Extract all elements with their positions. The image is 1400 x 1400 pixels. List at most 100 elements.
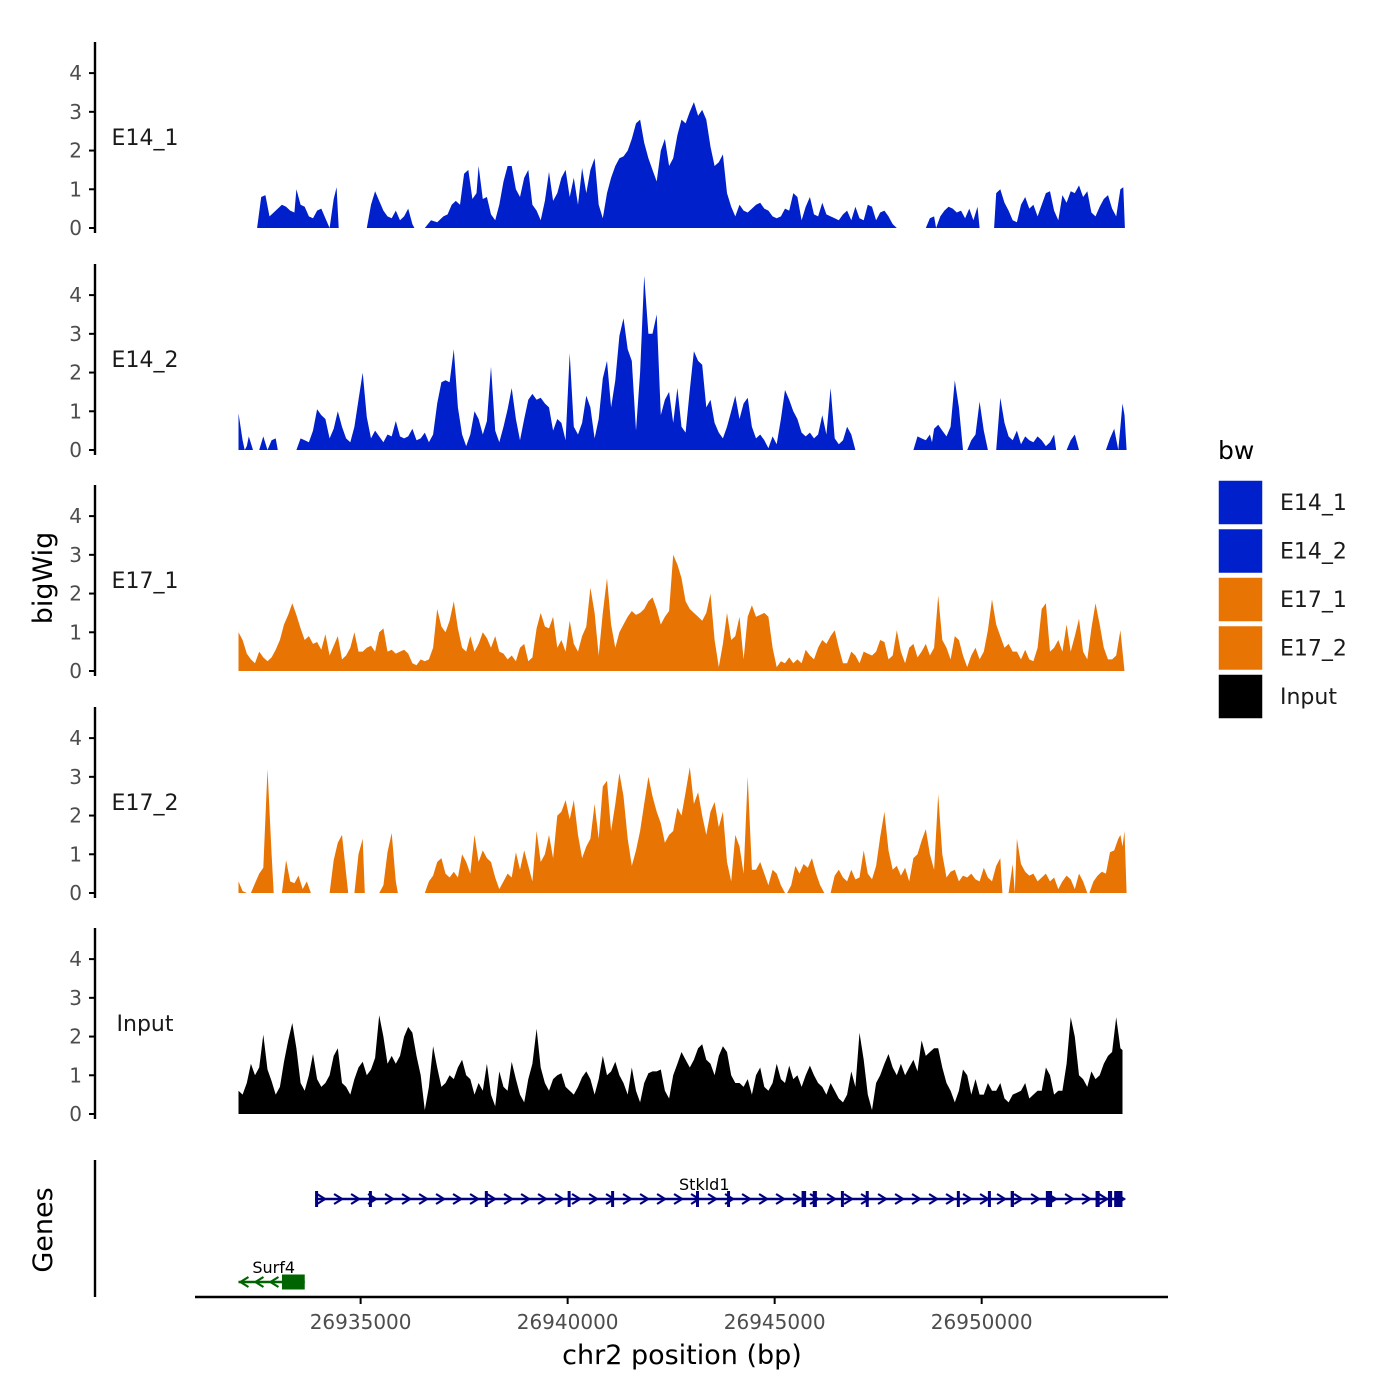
genes-axis-title: Genes <box>28 1187 59 1272</box>
gene-panel: Stkld1 Surf4 <box>93 1160 1127 1297</box>
strand-arrow <box>588 1193 600 1205</box>
y-tick-label: 2 <box>69 139 82 163</box>
strand-arrow <box>639 1193 651 1205</box>
strand-arrow <box>758 1193 770 1205</box>
strand-arrow <box>435 1193 447 1205</box>
strand-arrow <box>537 1193 549 1205</box>
strand-arrow <box>1098 1193 1110 1205</box>
x-axis-title: chr2 position (bp) <box>562 1340 802 1371</box>
exon <box>567 1191 571 1207</box>
y-tick-label: 0 <box>69 438 82 462</box>
strand-arrow <box>996 1193 1008 1205</box>
strand-arrow <box>268 1276 280 1288</box>
y-tick-label: 1 <box>69 842 82 866</box>
track-label-e17-2: E17_2 <box>112 791 179 816</box>
strand-arrow <box>333 1193 345 1205</box>
strand-arrow <box>894 1193 906 1205</box>
track-label-e14-2: E14_2 <box>112 348 179 373</box>
strand-arrow <box>962 1193 974 1205</box>
legend-swatch <box>1217 673 1264 720</box>
exon <box>281 1274 305 1290</box>
exon <box>1114 1191 1123 1207</box>
gene-surf4: Surf4 <box>238 1258 305 1290</box>
gene-label-stkld1: Stkld1 <box>679 1175 729 1194</box>
exon <box>611 1191 615 1207</box>
strand-arrow <box>741 1193 753 1205</box>
y-axis-title: bigWig <box>28 532 59 625</box>
strand-arrow <box>860 1193 872 1205</box>
exon <box>1107 1191 1113 1207</box>
track-label-e17-1: E17_1 <box>112 569 179 594</box>
strand-arrow <box>554 1193 566 1205</box>
y-tick-label: 3 <box>69 986 82 1010</box>
strand-arrow <box>401 1193 413 1205</box>
legend-entry-e17-2: E17_2 <box>1217 624 1347 672</box>
track-panel-e17-1: 0 1 2 3 4 E17_1 <box>69 485 1125 683</box>
y-tick-label: 4 <box>69 947 82 971</box>
exon <box>695 1191 699 1207</box>
legend-swatch <box>1217 624 1264 672</box>
y-tick-label: 2 <box>69 361 82 385</box>
strand-arrow <box>877 1193 889 1205</box>
y-tick-label: 2 <box>69 582 82 606</box>
y-tick-label: 0 <box>69 881 82 905</box>
legend-swatch <box>1217 527 1264 575</box>
strand-arrow <box>1030 1193 1042 1205</box>
strand-arrow <box>792 1193 804 1205</box>
legend-entry-e14-1: E14_1 <box>1217 479 1347 526</box>
strand-arrow <box>418 1193 430 1205</box>
legend-swatch <box>1217 576 1264 623</box>
y-tick-label: 4 <box>69 61 82 85</box>
y-tick-label: 3 <box>69 543 82 567</box>
y-tick-label: 2 <box>69 804 82 828</box>
strand-arrow <box>673 1193 685 1205</box>
track-panels: 0 1 2 3 4 E14_1 0 1 2 3 4 E14_2 0 1 2 3 4 E17_1 0 1 2 3 4 E17_2… <box>69 42 1127 1126</box>
strand-arrow <box>571 1193 583 1205</box>
strand-arrow <box>520 1193 532 1205</box>
strand-arrow <box>1081 1193 1093 1205</box>
y-tick-label: 0 <box>69 659 82 683</box>
track-label-e14-1: E14_1 <box>112 126 179 151</box>
gene-stkld1: Stkld1 <box>315 1175 1127 1207</box>
strand-arrow <box>1064 1193 1076 1205</box>
gene-label-surf4: Surf4 <box>252 1258 295 1277</box>
legend-label: E17_2 <box>1280 637 1347 662</box>
legend-label: Input <box>1280 685 1337 710</box>
strand-arrow <box>911 1193 923 1205</box>
track-panel-e14-2: 0 1 2 3 4 E14_2 <box>69 264 1127 462</box>
strand-arrow <box>486 1193 498 1205</box>
strand-arrow <box>622 1193 634 1205</box>
y-tick-label: 3 <box>69 322 82 346</box>
strand-arrow <box>843 1193 855 1205</box>
signal-area-e17-2 <box>238 767 1127 893</box>
exon <box>801 1191 807 1207</box>
strand-arrow <box>945 1193 957 1205</box>
y-tick-label: 2 <box>69 1025 82 1049</box>
x-axis: 26935000 26940000 26945000 26950000 <box>195 1295 1168 1334</box>
x-tick-label: 26935000 <box>310 1310 412 1334</box>
signal-area-input <box>238 1015 1123 1114</box>
x-tick-label: 26940000 <box>517 1310 619 1334</box>
strand-arrow <box>253 1276 265 1288</box>
y-tick-label: 0 <box>69 216 82 240</box>
strand-arrow <box>350 1193 362 1205</box>
exon <box>812 1191 817 1207</box>
track-panel-input: 0 1 2 3 4 Input <box>69 928 1123 1126</box>
y-tick-label: 4 <box>69 283 82 307</box>
track-panel-e17-2: 0 1 2 3 4 E17_2 <box>69 707 1127 905</box>
legend-label: E14_2 <box>1280 540 1347 565</box>
strand-arrow <box>826 1193 838 1205</box>
legend-label: E17_1 <box>1280 588 1347 613</box>
y-tick-label: 4 <box>69 504 82 528</box>
strand-arrow <box>469 1193 481 1205</box>
legend-title: bw <box>1218 436 1254 465</box>
strand-arrow <box>690 1193 702 1205</box>
exon <box>1095 1191 1100 1207</box>
legend-label: E14_1 <box>1280 491 1347 516</box>
strand-arrow <box>656 1193 668 1205</box>
x-tick-label: 26950000 <box>931 1310 1033 1334</box>
exon <box>987 1191 991 1207</box>
y-tick-label: 1 <box>69 620 82 644</box>
y-tick-label: 3 <box>69 100 82 124</box>
exon <box>484 1191 488 1207</box>
